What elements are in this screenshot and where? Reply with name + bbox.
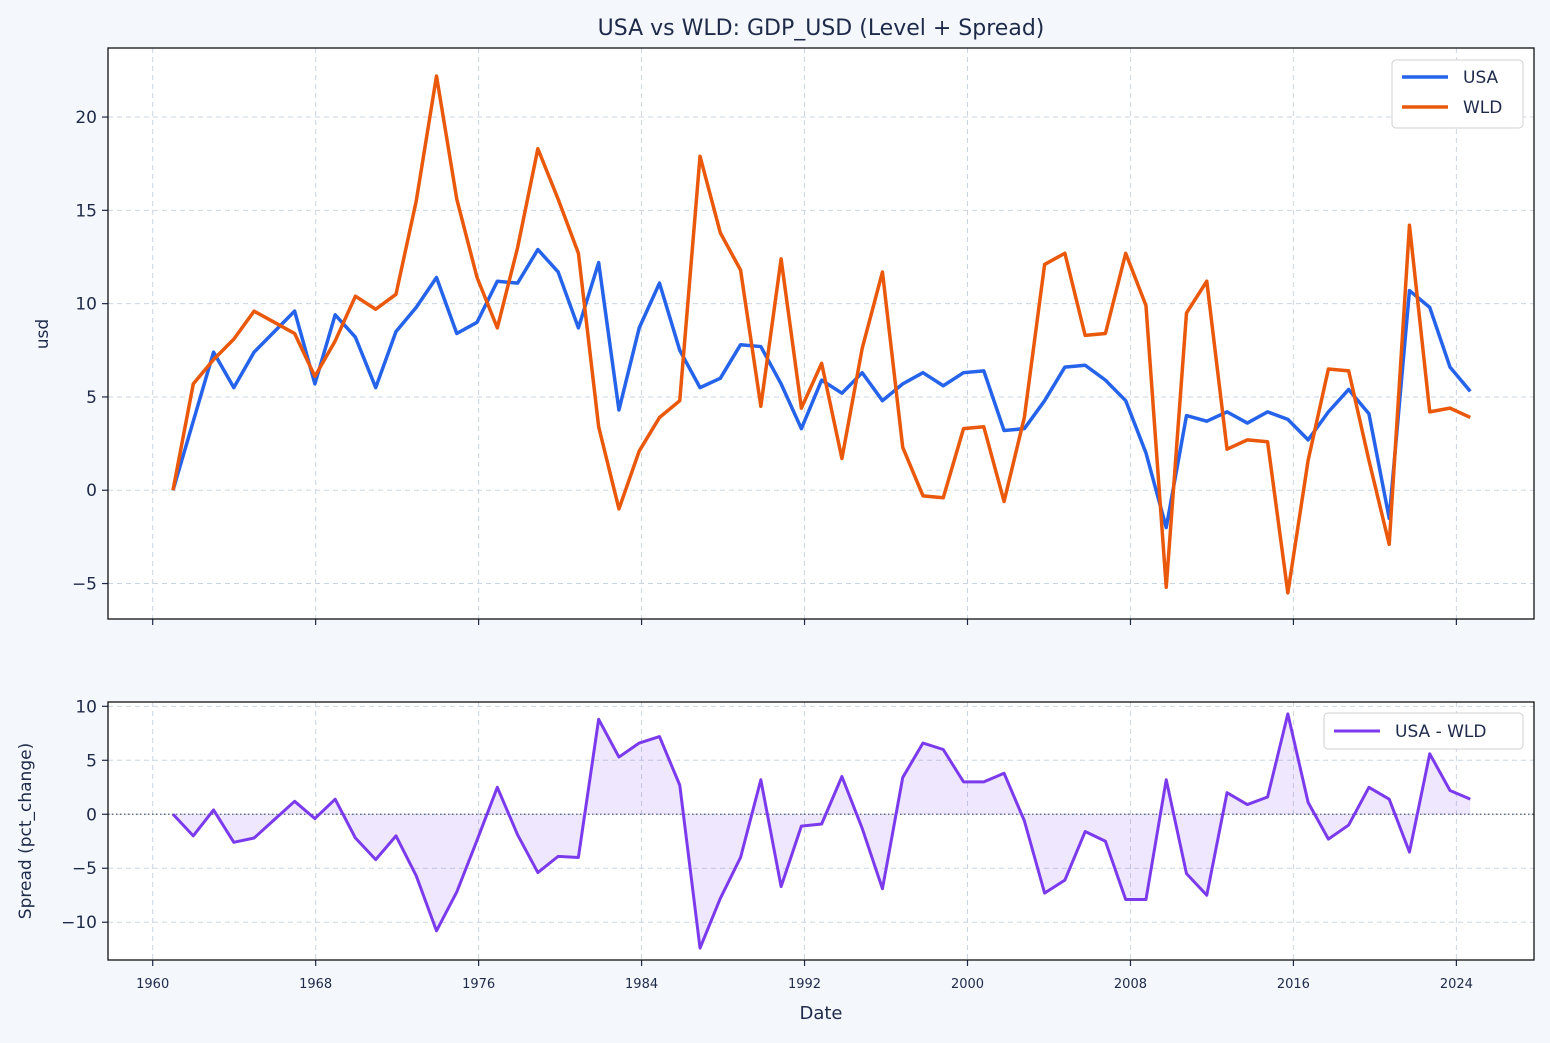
legend-box xyxy=(1323,712,1524,750)
axes-frame xyxy=(107,47,1535,620)
y-tick-label: −5 xyxy=(72,859,97,879)
legend: USA - WLD xyxy=(1323,712,1524,750)
x-axis-label: Date xyxy=(799,1003,842,1024)
y-tick-label: 10 xyxy=(75,295,97,315)
x-tick-label: 1992 xyxy=(788,977,821,992)
spread-fill-area xyxy=(173,713,1471,949)
top-y-axis-label: usd xyxy=(33,319,53,349)
y-tick-label: 0 xyxy=(86,481,97,501)
legend-label: WLD xyxy=(1463,98,1502,118)
y-tick-label: 5 xyxy=(86,388,97,408)
x-tick-label: 2008 xyxy=(1114,977,1147,992)
y-tick-label: −10 xyxy=(61,913,97,933)
axes-frame xyxy=(107,701,1535,961)
x-tick-label: 1968 xyxy=(299,977,332,992)
y-tick-label: 0 xyxy=(86,805,97,825)
y-tick-label: 10 xyxy=(75,697,97,717)
series-line-spread xyxy=(171,712,1471,950)
y-tick-label: 5 xyxy=(86,751,97,771)
y-tick-label: 20 xyxy=(75,108,97,128)
x-tick-label: 2024 xyxy=(1440,977,1473,992)
x-tick-label: 1984 xyxy=(625,977,658,992)
series-line-wld xyxy=(171,74,1472,595)
legend-label: USA xyxy=(1463,68,1499,88)
bottom-y-axis-label: Spread (pct_change) xyxy=(16,743,36,919)
chart-title: USA vs WLD: GDP_USD (Level + Spread) xyxy=(598,16,1045,41)
x-tick-label: 2000 xyxy=(951,977,984,992)
plot-area xyxy=(108,702,1534,960)
legend-box xyxy=(1391,59,1524,129)
legend: USA WLD xyxy=(1391,59,1524,129)
legend-label: USA - WLD xyxy=(1395,722,1487,742)
x-tick-label: 1976 xyxy=(462,977,495,992)
y-tick-label: 15 xyxy=(75,201,97,221)
y-tick-label: −5 xyxy=(72,575,97,595)
plot-area xyxy=(108,48,1534,619)
x-tick-label: 1960 xyxy=(136,977,169,992)
series-line-usa xyxy=(171,247,1472,530)
x-tick-label: 2016 xyxy=(1277,977,1310,992)
